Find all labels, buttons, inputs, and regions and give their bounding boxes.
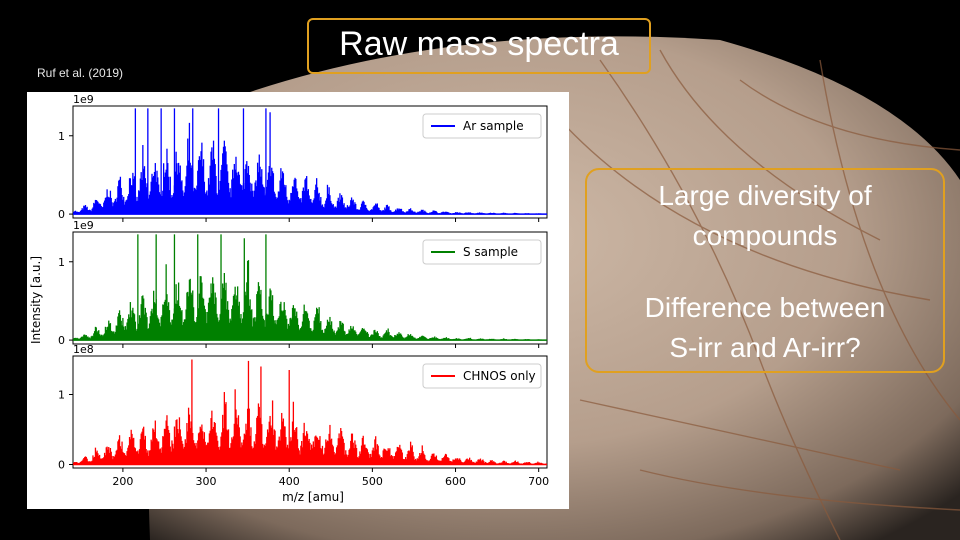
spectrum-bars (73, 234, 547, 341)
slide-title: Raw mass spectra (307, 18, 651, 74)
x-axis-label: m/z [amu] (282, 490, 344, 504)
scale-label: 1e9 (73, 219, 94, 232)
legend-label: Ar sample (463, 119, 524, 133)
legend-box (422, 239, 542, 265)
y-tick-label: 1 (58, 130, 65, 143)
y-tick-label: 0 (58, 208, 65, 221)
x-tick-label: 300 (196, 475, 217, 488)
bullet-2-line-1: Difference between (644, 292, 886, 323)
x-tick-label: 500 (362, 475, 383, 488)
y-axis-label: Intensity [a.u.] (29, 256, 43, 344)
x-tick-label: 400 (279, 475, 300, 488)
bullet-1: Large diversity of compounds (587, 176, 943, 256)
spectrum-panel-3: 0 1 1e8 CHNOS only 200 300 400 500 600 700 (58, 343, 549, 488)
slide-title-text: Raw mass spectra (339, 25, 619, 63)
legend-label: CHNOS only (463, 369, 536, 383)
bullet-2-line-2: S-irr and Ar-irr? (669, 332, 861, 363)
x-tick-label: 600 (445, 475, 466, 488)
spectrum-panel-2: 0 1 1e9 S sample (58, 219, 548, 348)
legend-label: S sample (463, 245, 518, 259)
bullet-2: Difference between S-irr and Ar-irr? (587, 288, 943, 368)
spectrum-panel-1: 0 1 1e9 Ar sample (58, 93, 548, 222)
y-tick-label: 0 (58, 459, 65, 472)
spectrum-bars (73, 359, 547, 465)
mass-spectra-chart: 0 1 1e9 Ar sample 0 1 1e9 S sample 0 1 1e8 CHNOS on… (27, 92, 569, 509)
bullet-1-line-1: Large diversity of (658, 180, 872, 211)
scale-label: 1e8 (73, 343, 94, 356)
y-tick-label: 1 (58, 256, 65, 269)
info-box: Large diversity of compounds Difference … (585, 168, 945, 373)
legend-box (422, 363, 542, 389)
y-tick-label: 1 (58, 389, 65, 402)
x-tick-label: 700 (528, 475, 549, 488)
bullet-1-line-2: compounds (692, 220, 838, 251)
citation: Ruf et al. (2019) (37, 66, 124, 80)
y-tick-label: 0 (58, 334, 65, 347)
legend-box (422, 113, 542, 139)
x-tick-label: 200 (112, 475, 133, 488)
scale-label: 1e9 (73, 93, 94, 106)
